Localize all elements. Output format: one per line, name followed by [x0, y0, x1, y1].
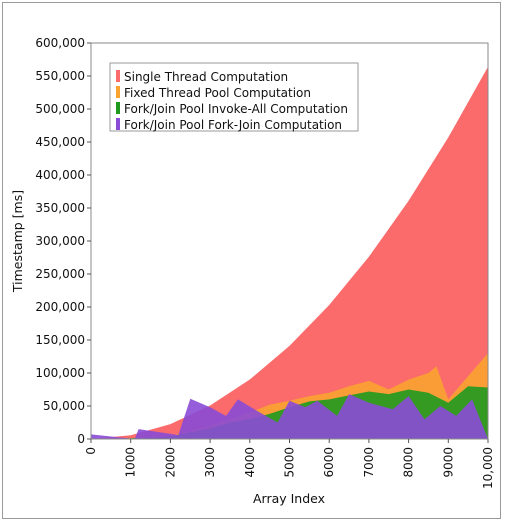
- series-areas: [91, 66, 488, 439]
- x-tick-label: 3000: [203, 447, 217, 478]
- x-tick-label: 0: [84, 447, 98, 455]
- x-tick-label: 4000: [243, 447, 257, 478]
- x-tick-label: 8000: [402, 447, 416, 478]
- y-tick-label: 150,000: [35, 333, 85, 347]
- y-axis-ticks: 0 50,000 100,000 150,000 200,000 250,000 300,0…: [35, 36, 91, 446]
- y-tick-label: 250,000: [35, 267, 85, 281]
- y-tick-label: 550,000: [35, 69, 85, 83]
- legend: Single Thread Computation Fixed Thread Po…: [109, 62, 359, 132]
- legend-label: Fixed Thread Pool Computation: [124, 86, 311, 100]
- legend-label: Fork/Join Pool Fork-Join Computation: [124, 118, 342, 132]
- legend-swatch: [116, 70, 120, 82]
- legend-box: [109, 62, 359, 132]
- x-tick-label: 5000: [283, 447, 297, 478]
- y-tick-label: 350,000: [35, 201, 85, 215]
- legend-swatch: [116, 118, 120, 130]
- x-tick-label: 1000: [124, 447, 138, 478]
- y-tick-label: 500,000: [35, 102, 85, 116]
- x-axis-title: Array Index: [253, 491, 325, 506]
- y-tick-label: 50,000: [43, 399, 85, 413]
- x-tick-label: 10,000: [481, 447, 495, 489]
- x-tick-label: 2000: [163, 447, 177, 478]
- legend-label: Single Thread Computation: [124, 70, 288, 84]
- y-axis-title: Timestamp [ms]: [10, 190, 25, 293]
- y-tick-label: 300,000: [35, 234, 85, 248]
- legend-label: Fork/Join Pool Invoke-All Computation: [124, 102, 348, 116]
- x-tick-label: 7000: [362, 447, 376, 478]
- series-area-1: [91, 66, 488, 439]
- legend-swatch: [116, 102, 120, 114]
- x-tick-label: 6000: [322, 447, 336, 478]
- y-tick-label: 400,000: [35, 168, 85, 182]
- y-tick-label: 600,000: [35, 36, 85, 50]
- y-tick-label: 0: [77, 432, 85, 446]
- x-axis-ticks: 0 1000 2000 3000 4000 5000 6000 7000 8000 9000 10,…: [84, 439, 495, 489]
- legend-swatch: [116, 86, 120, 98]
- y-tick-label: 450,000: [35, 135, 85, 149]
- x-tick-label: 9000: [441, 447, 455, 478]
- series-area-4: [91, 394, 488, 439]
- y-tick-label: 200,000: [35, 300, 85, 314]
- y-tick-label: 100,000: [35, 366, 85, 380]
